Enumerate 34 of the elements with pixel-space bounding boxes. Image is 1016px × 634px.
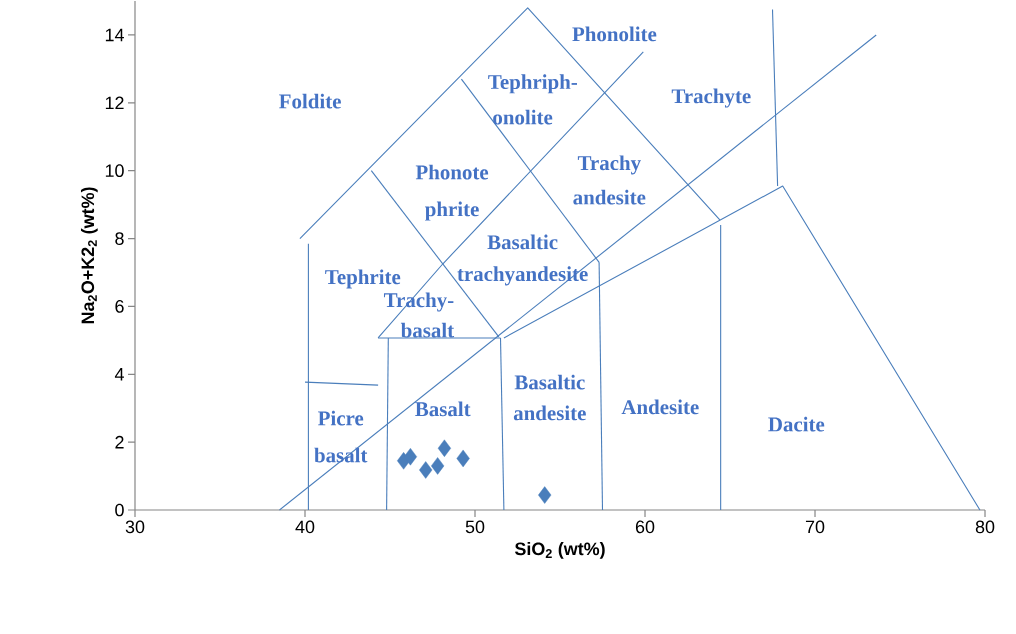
annotation: basalt xyxy=(400,322,455,338)
y-axis-title: Na$_{2}$O+K2$_{2}$ (wt%) xyxy=(80,187,98,324)
annotation: Tephrite xyxy=(325,269,401,289)
annotation: Basaltic xyxy=(487,234,558,250)
annotation: Phonolite xyxy=(572,26,657,42)
x-tick-label: 30 xyxy=(125,520,145,534)
annotation: Andesite xyxy=(621,399,699,415)
y-tick-label: 0 xyxy=(115,503,124,517)
annotation: andesite xyxy=(573,189,646,205)
y-tick-label: 6 xyxy=(115,300,124,313)
x-tick-label: 70 xyxy=(805,520,825,534)
x-tick-label: 80 xyxy=(975,520,995,534)
y-tick-label: 10 xyxy=(105,164,124,178)
y-tick-label: 4 xyxy=(114,368,124,381)
annotation: Picre xyxy=(318,410,364,426)
y-tick-label: 8 xyxy=(115,232,124,245)
annotation: Trachy xyxy=(577,155,641,175)
annotation: Basalt xyxy=(415,401,471,417)
x-tick-label: 60 xyxy=(635,520,655,534)
annotation: onolite xyxy=(493,109,553,125)
annotation: Trachyte xyxy=(671,88,751,108)
annotation: Phonote xyxy=(415,164,489,180)
x-tick-label: 40 xyxy=(295,520,315,534)
annotation: phrite xyxy=(425,201,479,221)
y-tick-label: 12 xyxy=(105,96,124,110)
y-tick-label: 14 xyxy=(105,28,124,42)
annotation: Foldite xyxy=(279,93,341,109)
x-axis-title: SiO$_{2}$ (wt%) xyxy=(514,542,605,559)
annotation: Dacite xyxy=(768,416,825,432)
y-tick-label: 2 xyxy=(115,435,124,449)
x-tick-label: 50 xyxy=(465,520,485,534)
annotation: Tephriph- xyxy=(488,74,578,94)
annotation: Basaltic xyxy=(514,374,585,390)
annotation: andesite xyxy=(513,405,586,421)
